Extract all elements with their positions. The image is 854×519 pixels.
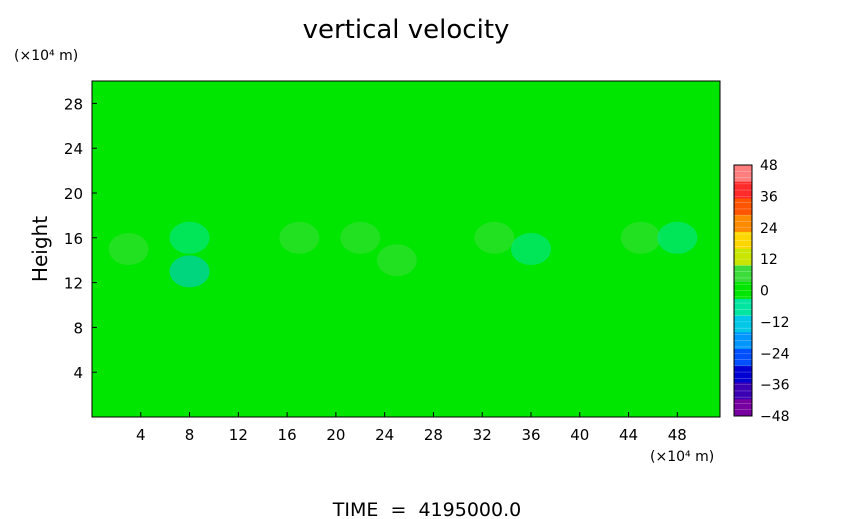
y-tick-label: 8 — [73, 319, 83, 337]
features-layer — [108, 221, 698, 288]
x-tick-label: 40 — [570, 426, 589, 444]
x-axis-ticks: 4 8 12 16 20 24 28 32 36 40 44 48 — [136, 412, 687, 444]
colorbar-frame — [733, 164, 753, 417]
colorbar-segment — [734, 315, 752, 333]
feature-0 — [108, 233, 149, 265]
y-tick-label: 24 — [64, 140, 83, 158]
x-tick-label: 4 — [136, 426, 146, 444]
colorbar-segment — [734, 181, 752, 199]
x-tick-label: 32 — [473, 426, 492, 444]
colorbar-tick-label: 48 — [760, 158, 778, 174]
colorbar-tick-label: 12 — [760, 252, 778, 268]
colorbar-tick-label: 36 — [760, 189, 778, 205]
y-axis-ticks: 4 8 12 16 20 24 28 — [64, 95, 97, 382]
feature-1 — [169, 221, 210, 254]
colorbar-tick-label: −24 — [760, 346, 790, 362]
colorbar-segment — [734, 231, 752, 250]
colorbar-segment — [734, 248, 752, 266]
colorbar-tick-label: −48 — [760, 409, 790, 425]
x-tick-label: 28 — [424, 426, 443, 444]
x-tick-label: 44 — [619, 426, 638, 444]
plot-frame — [91, 80, 721, 418]
feature-4 — [340, 221, 381, 254]
colorbar-segment — [734, 165, 752, 183]
colorbar-segment — [734, 298, 752, 317]
colorbar-tick-label: 24 — [760, 221, 778, 237]
colorbar-tick-label: −12 — [760, 315, 790, 331]
colorbar-tick-label: 0 — [760, 284, 769, 300]
x-tick-label: 20 — [326, 426, 345, 444]
x-tick-label: 16 — [278, 426, 297, 444]
feature-9 — [657, 221, 698, 254]
x-tick-label: 48 — [668, 426, 687, 444]
colorbar-segment — [734, 399, 752, 417]
feature-2 — [169, 255, 210, 288]
plot-area — [91, 80, 721, 418]
y-tick-label: 12 — [64, 275, 83, 293]
feature-6 — [474, 221, 515, 254]
colorbar-segment — [734, 382, 752, 400]
x-tick-label: 24 — [375, 426, 394, 444]
feature-8 — [620, 221, 661, 254]
colorbar-segment — [734, 265, 752, 283]
colorbar-segment — [734, 349, 752, 367]
colorbar-segment — [734, 365, 752, 384]
feature-3 — [279, 221, 320, 254]
y-tick-label: 20 — [64, 185, 83, 203]
y-tick-label: 28 — [64, 95, 83, 113]
chart-title: vertical velocity — [303, 15, 510, 45]
colorbar-tick-label: −36 — [760, 378, 790, 394]
colorbar: 48 36 24 12 0 −12 −24 −36 −48 — [733, 158, 790, 425]
x-unit-label: (×10⁴ m) — [650, 449, 714, 465]
time-footer: TIME = 4195000.0 — [332, 499, 521, 519]
feature-7 — [510, 233, 551, 265]
y-unit-label: (×10⁴ m) — [14, 48, 78, 64]
colorbar-segment — [734, 282, 752, 300]
x-tick-label: 8 — [185, 426, 195, 444]
y-axis-label: Height — [28, 216, 52, 282]
colorbar-segment — [734, 332, 752, 350]
colorbar-segment — [734, 215, 752, 233]
x-tick-label: 12 — [229, 426, 248, 444]
y-tick-label: 4 — [73, 364, 83, 382]
x-tick-label: 36 — [521, 426, 540, 444]
colorbar-segment — [734, 198, 752, 216]
feature-5 — [376, 244, 417, 277]
y-tick-label: 16 — [64, 230, 83, 248]
